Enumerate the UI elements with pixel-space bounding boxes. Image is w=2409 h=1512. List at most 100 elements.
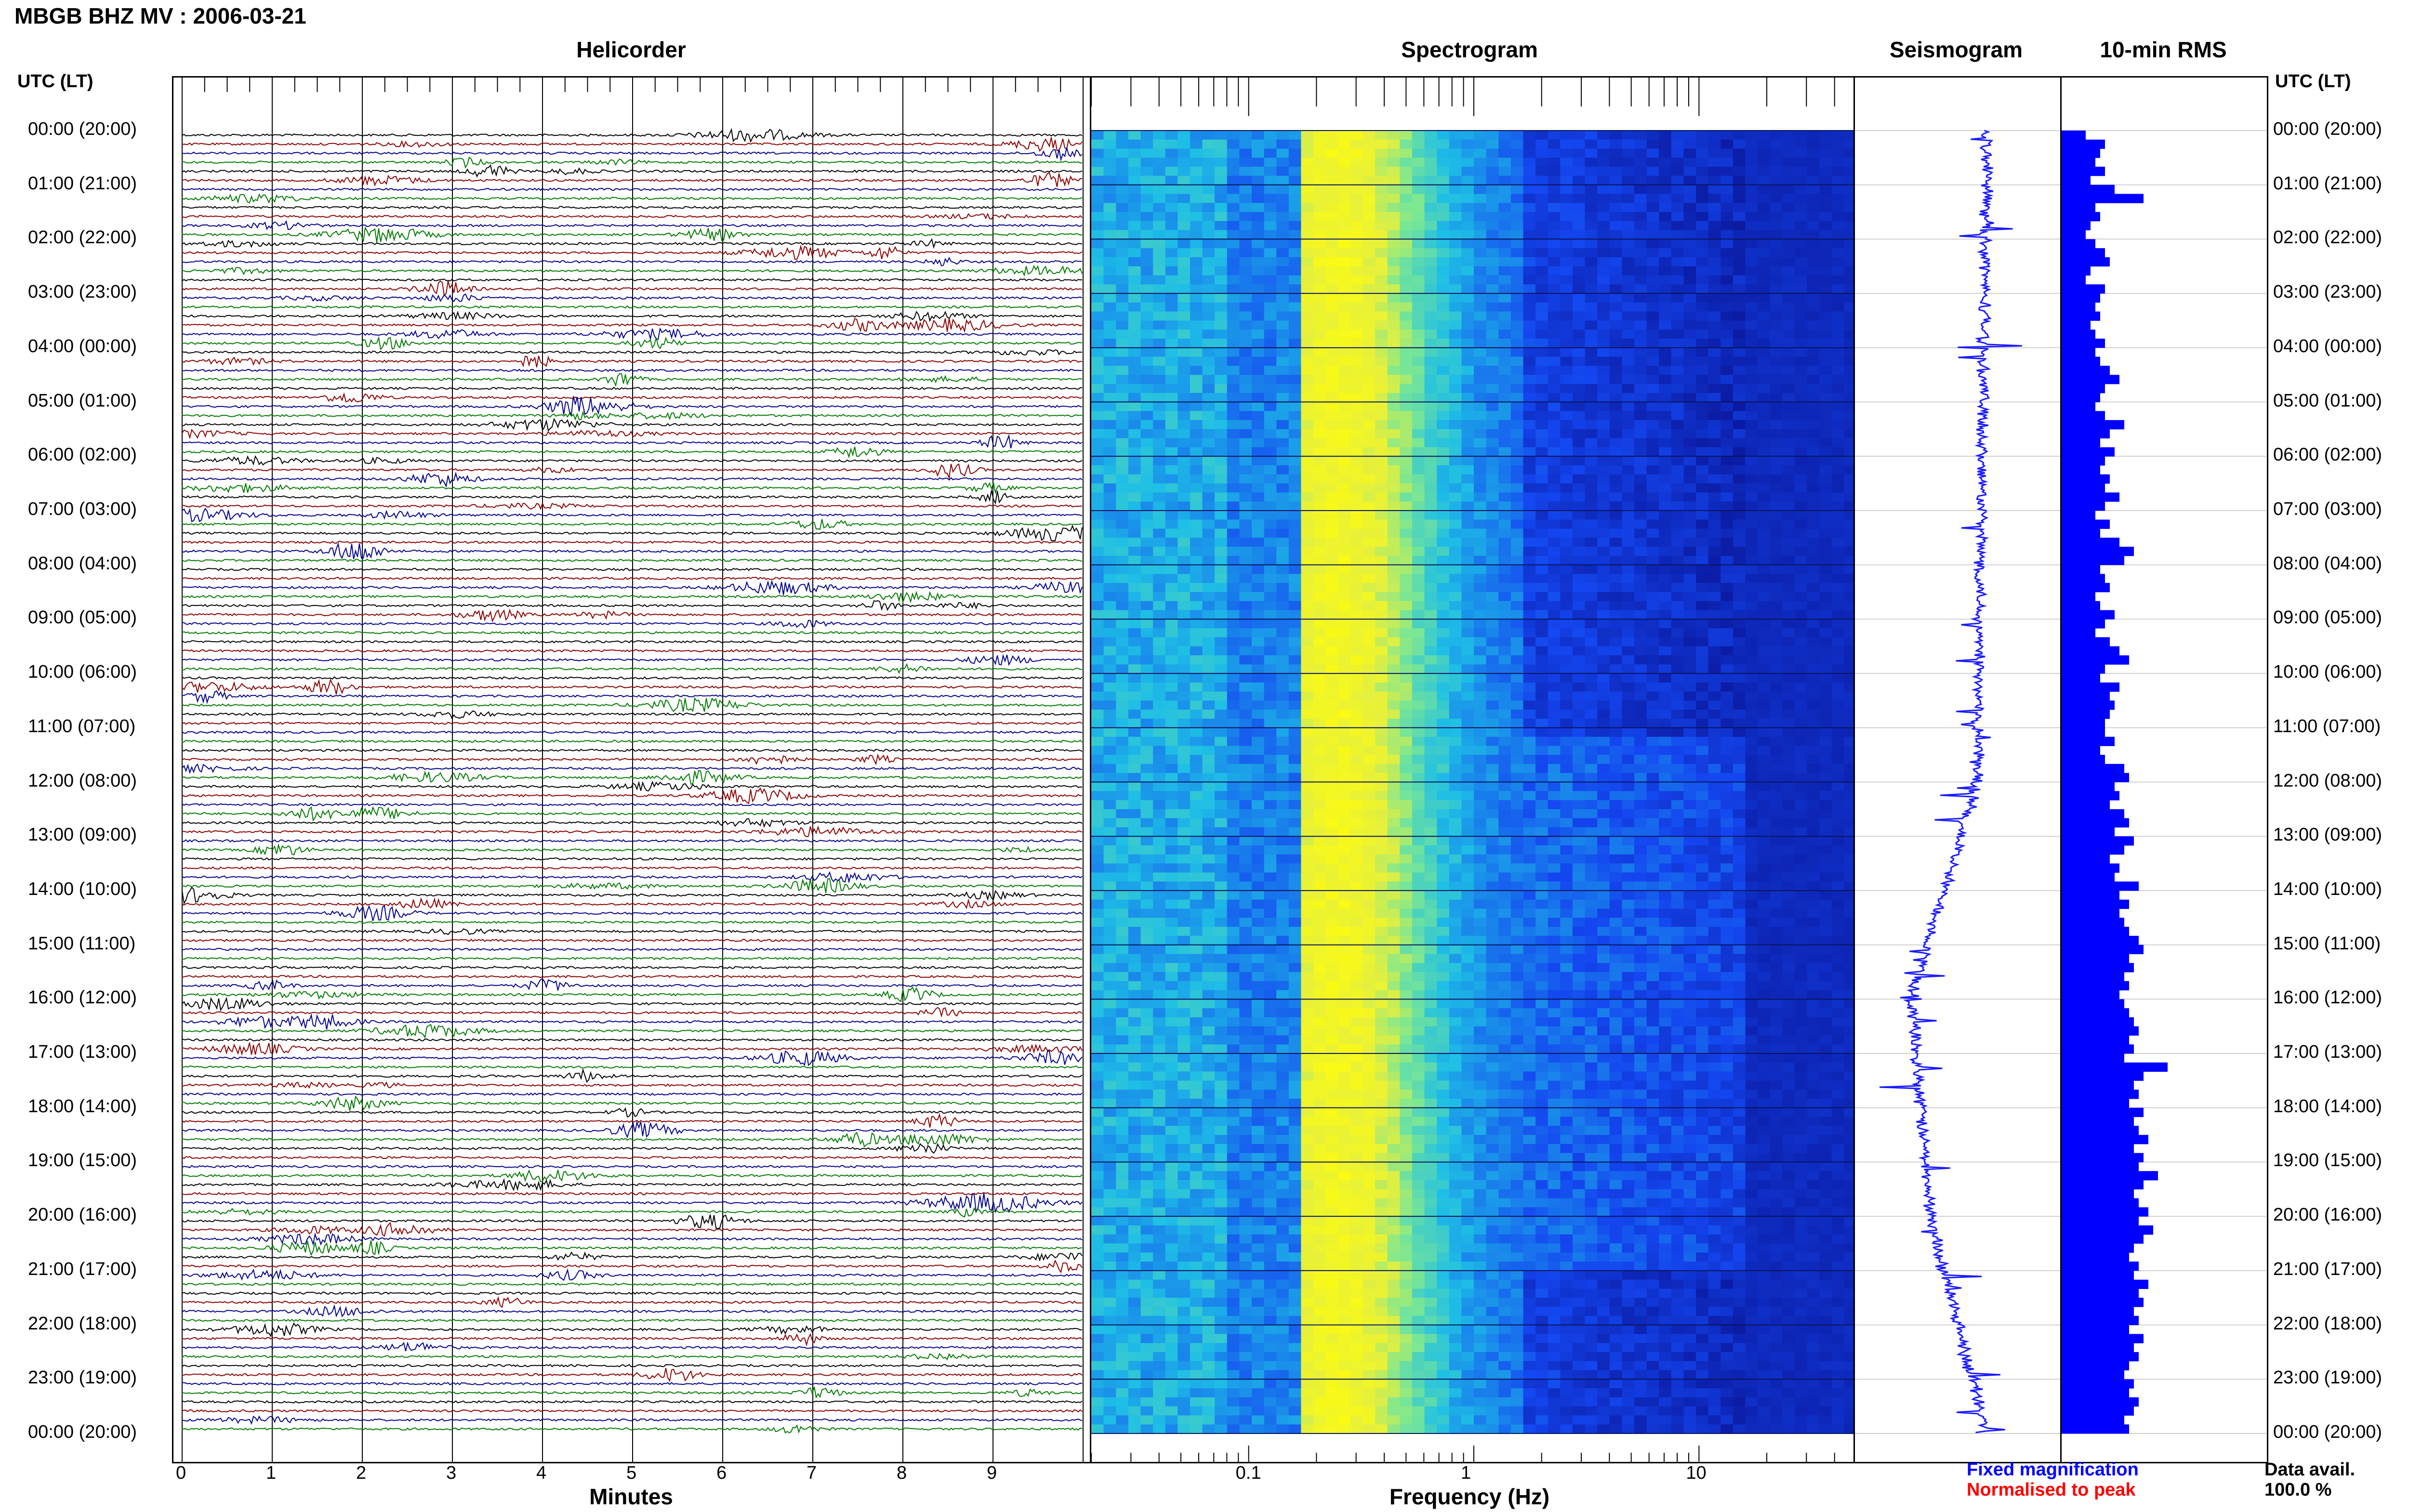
spectrogram-cell: [1831, 347, 1845, 357]
spectrogram-cell: [1461, 710, 1474, 719]
spectrogram-cell: [1585, 519, 1598, 529]
spectrogram-cell: [1807, 347, 1820, 357]
spectrogram-cell: [1721, 266, 1734, 276]
spectrogram-cell: [1585, 736, 1598, 746]
spectrogram-cell: [1264, 655, 1277, 665]
spectrogram-cell: [1264, 275, 1277, 285]
spectrogram-cell: [1140, 447, 1153, 457]
spectrogram-cell: [1350, 511, 1363, 520]
spectrogram-cell: [1794, 356, 1808, 366]
spectrogram-cell: [1227, 492, 1240, 502]
spectrogram-cell: [1548, 456, 1561, 466]
spectrogram-cell: [1696, 275, 1709, 285]
spectrogram-cell: [1288, 601, 1302, 611]
spectrogram-cell: [1227, 519, 1240, 529]
spectrogram-cell: [1202, 646, 1215, 656]
spectrogram-cell: [1794, 583, 1808, 592]
spectrogram-cell: [1486, 736, 1499, 746]
spectrogram-cell: [1548, 547, 1561, 556]
spectrogram-cell: [1560, 194, 1573, 203]
spectrogram-cell: [1597, 347, 1610, 357]
spectrogram-cell: [1227, 311, 1240, 321]
spectrogram-cell: [1831, 393, 1845, 403]
spectrogram-cell: [1560, 320, 1573, 330]
spectrogram-cell: [1708, 347, 1721, 357]
spectrogram-cell: [1535, 293, 1549, 303]
spectrogram-cell: [1202, 402, 1215, 411]
spectrogram-cell: [1264, 773, 1277, 783]
spectrogram-cell: [1215, 601, 1228, 611]
spectrogram-cell: [1301, 212, 1314, 222]
spectrogram-cell: [1313, 791, 1326, 801]
spectrogram-cell: [1288, 691, 1302, 701]
spectrogram-cell: [1634, 329, 1647, 339]
spectrogram-cell: [1264, 664, 1277, 674]
spectrogram-cell: [1153, 356, 1166, 366]
spectrogram-cell: [1103, 311, 1116, 321]
spectrogram-cell: [1794, 610, 1808, 619]
spectrogram-cell: [1548, 230, 1561, 239]
spectrogram-cell: [1215, 746, 1228, 755]
spectrogram-cell: [1103, 818, 1116, 828]
spectrogram-cell: [1178, 293, 1191, 303]
spectrogram-cell: [1437, 184, 1450, 195]
spectrogram-cell: [1794, 646, 1808, 656]
spectrogram-cell: [1671, 519, 1684, 529]
spectrogram-cell: [1758, 366, 1771, 375]
spectrogram-cell: [1486, 727, 1499, 737]
spectrogram-cell: [1548, 800, 1561, 810]
spectrogram-cell: [1116, 610, 1129, 619]
spectrogram-cell: [1091, 700, 1104, 710]
spectrogram-cell: [1301, 538, 1314, 547]
spectrogram-cell: [1202, 691, 1215, 701]
spectrogram-cell: [1819, 221, 1832, 231]
spectrogram-cell: [1634, 755, 1647, 764]
helicorder-trace: [182, 1282, 1083, 1286]
helicorder-trace: [182, 897, 1083, 909]
spectrogram-cell: [1758, 194, 1771, 203]
time-label-right: 15:00 (11:00): [2273, 933, 2381, 954]
spectrogram-cell: [1659, 492, 1672, 502]
spectrogram-cell: [1782, 565, 1795, 575]
spectrogram-cell: [1831, 158, 1845, 167]
helicorder-trace: [182, 1424, 1083, 1434]
spectrogram-cell: [1646, 257, 1659, 267]
spectrogram-cell: [1819, 212, 1832, 222]
spectrogram-cell: [1387, 375, 1401, 384]
spectrogram-cell: [1548, 682, 1561, 692]
spectrogram-cell: [1585, 700, 1598, 710]
spectrogram-cell: [1116, 284, 1129, 294]
spectrogram-cell: [1190, 347, 1203, 357]
spectrogram-cell: [1745, 800, 1758, 810]
spectrogram-cell: [1091, 601, 1104, 611]
spectrogram-cell: [1683, 167, 1696, 176]
spectrogram-cell: [1510, 384, 1524, 394]
spectrogram-cell: [1301, 221, 1314, 231]
spectrogram-cell: [1215, 311, 1228, 321]
spectrogram-cell: [1264, 619, 1277, 629]
spectrogram-cell: [1128, 221, 1141, 231]
spectrogram-cell: [1288, 763, 1302, 774]
spectrogram-cell: [1696, 329, 1709, 339]
spectrogram-cell: [1424, 637, 1437, 647]
spectrogram-cell: [1103, 356, 1116, 366]
spectrogram-cell: [1252, 212, 1265, 222]
spectrogram-cell: [1770, 311, 1783, 321]
spectrogram-cell: [1671, 384, 1684, 394]
spectrogram-cell: [1844, 347, 1853, 357]
spectrogram-cell: [1474, 293, 1487, 303]
spectrogram-cell: [1794, 538, 1808, 547]
spectrogram-cell: [1572, 302, 1586, 312]
spectrogram-cell: [1721, 637, 1734, 647]
spectrogram-cell: [1301, 167, 1314, 176]
spectrogram-cell: [1227, 755, 1240, 764]
spectrogram-cell: [1585, 375, 1598, 384]
spectrogram-cell: [1733, 583, 1746, 592]
spectrogram-cell: [1560, 601, 1573, 611]
spectrogram-cell: [1140, 139, 1153, 149]
spectrogram-cell: [1486, 194, 1499, 203]
spectrogram-cell: [1103, 375, 1116, 384]
spectrogram-cell: [1165, 148, 1178, 158]
spectrogram-cell: [1560, 483, 1573, 493]
spectrogram-cell: [1128, 555, 1141, 565]
